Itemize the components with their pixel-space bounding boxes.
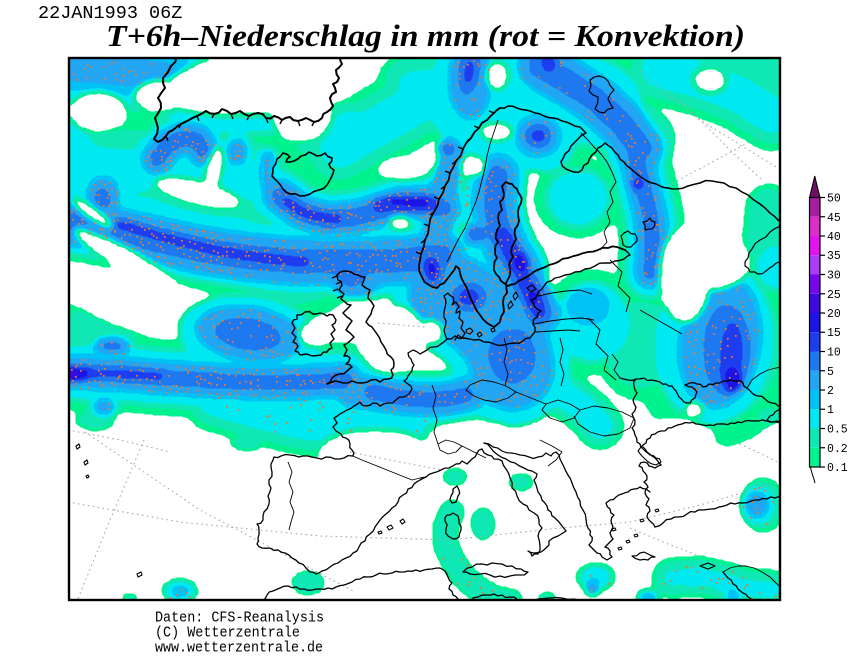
svg-text:15: 15: [827, 327, 841, 340]
svg-text:20: 20: [827, 308, 841, 321]
svg-text:25: 25: [827, 289, 841, 302]
svg-text:30: 30: [827, 270, 841, 283]
svg-text:10: 10: [827, 347, 841, 360]
svg-text:50: 50: [827, 193, 841, 206]
svg-text:22JAN1993 06Z: 22JAN1993 06Z: [38, 3, 182, 24]
svg-text:(C) Wetterzentrale: (C) Wetterzentrale: [155, 626, 300, 642]
svg-text:0.5: 0.5: [827, 424, 848, 437]
svg-text:45: 45: [827, 212, 841, 225]
svg-text:2: 2: [827, 385, 834, 398]
svg-text:35: 35: [827, 250, 841, 263]
svg-text:www.wetterzentrale.de: www.wetterzentrale.de: [155, 641, 323, 657]
svg-text:1: 1: [827, 404, 834, 417]
svg-text:Daten: CFS-Reanalysis: Daten: CFS-Reanalysis: [155, 611, 324, 627]
svg-text:0.1: 0.1: [827, 462, 848, 475]
svg-text:5: 5: [827, 366, 834, 379]
svg-text:40: 40: [827, 231, 841, 244]
svg-text:0.2: 0.2: [827, 443, 848, 456]
svg-text:T+6h–Niederschlag in mm (rot =: T+6h–Niederschlag in mm (rot = Konvektio…: [106, 18, 745, 53]
